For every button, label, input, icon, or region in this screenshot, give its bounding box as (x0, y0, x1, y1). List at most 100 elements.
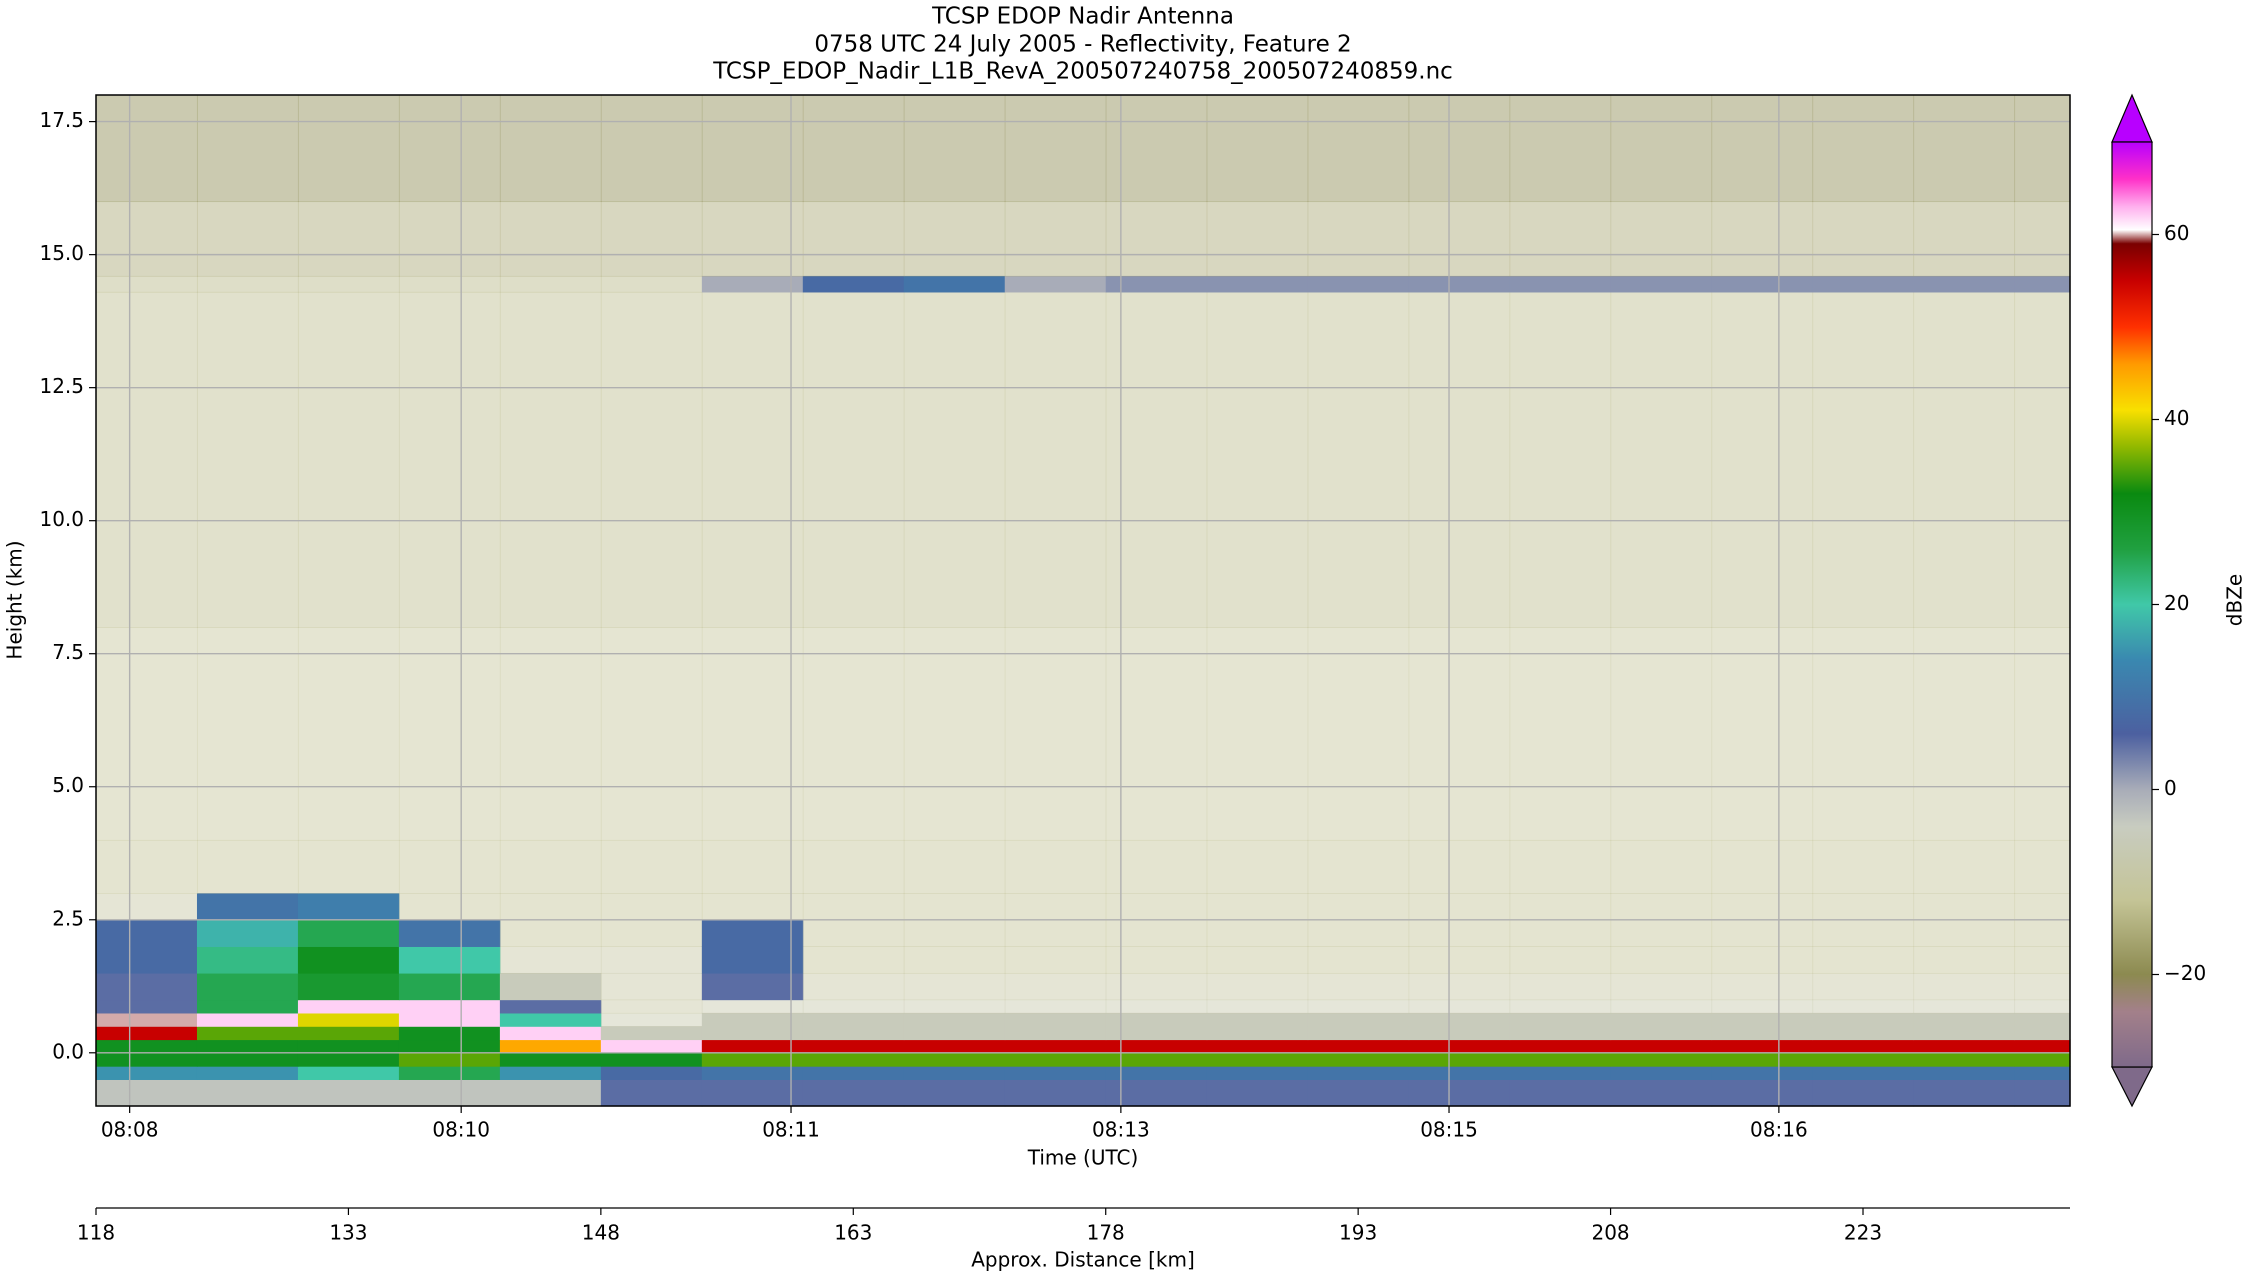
heatmap-cell (701, 201, 804, 277)
heatmap-cell (499, 839, 602, 894)
heatmap-cell (2014, 1052, 2071, 1067)
heatmap-cell (1711, 919, 1814, 947)
heatmap-cell (1812, 1052, 1915, 1067)
heatmap-cell (499, 627, 602, 841)
heatmap-cell (802, 627, 905, 841)
heatmap-cell (96, 1012, 198, 1027)
x2-tick-label: 133 (329, 1221, 367, 1245)
heatmap-cell (96, 919, 198, 947)
heatmap-cell (398, 201, 501, 277)
heatmap-cell (1610, 1026, 1713, 1041)
heatmap-cell (1610, 1079, 1713, 1107)
heatmap-cell (1206, 1039, 1309, 1054)
heatmap-cell (1812, 1026, 1915, 1041)
x-tick-label: 08:11 (762, 1118, 820, 1142)
heatmap-cell (2014, 999, 2071, 1014)
heatmap-cell (1105, 946, 1208, 974)
heatmap-cell (196, 946, 299, 974)
y-axis-label: Height (km) (3, 540, 27, 659)
heatmap-cell (1610, 893, 1713, 921)
heatmap-cell (1711, 839, 1814, 894)
heatmap-cell (701, 291, 804, 628)
heatmap-cell (196, 1039, 299, 1054)
heatmap-cell (1408, 627, 1511, 841)
heatmap-cell (903, 291, 1006, 628)
colorbar-extend-max (2111, 93, 2153, 143)
heatmap-cell (1812, 275, 1915, 293)
heatmap-cell (1105, 95, 1208, 203)
heatmap-cell (802, 1039, 905, 1054)
heatmap-cell (398, 946, 501, 974)
heatmap-cell (802, 839, 905, 894)
heatmap-cell (1105, 1079, 1208, 1107)
heatmap-cell (1509, 1012, 1612, 1027)
heatmap-cell (2014, 1026, 2071, 1041)
heatmap-cell (1610, 919, 1713, 947)
heatmap-cell (196, 1066, 299, 1080)
x2-axis-label: Approx. Distance [km] (971, 1248, 1195, 1272)
heatmap-cell (903, 275, 1006, 293)
heatmap-cell (499, 893, 602, 921)
heatmap-cell (1408, 972, 1511, 1001)
heatmap-cell (2014, 95, 2071, 203)
heatmap-cell (1307, 1066, 1410, 1080)
heatmap-cell (903, 1012, 1006, 1027)
heatmap-cell (1105, 1052, 1208, 1067)
heatmap-cell (1509, 1026, 1612, 1041)
heatmap-cell (398, 1066, 501, 1080)
heatmap-cell (1307, 1026, 1410, 1041)
heatmap-cell (1509, 275, 1612, 293)
x-axis-label: Time (UTC) (1027, 1146, 1139, 1170)
heatmap-cell (499, 1052, 602, 1067)
heatmap-cell (1408, 1079, 1511, 1107)
heatmap-cell (1913, 201, 2016, 277)
heatmap-cell (802, 275, 905, 293)
heatmap-cell (1206, 893, 1309, 921)
heatmap-cell (96, 1039, 198, 1054)
heatmap-cell (96, 291, 198, 628)
heatmap-cell (1307, 275, 1410, 293)
heatmap-cell (1509, 946, 1612, 974)
heatmap-cell (297, 1039, 400, 1054)
heatmap-cell (1206, 999, 1309, 1014)
heatmap-cell (903, 919, 1006, 947)
heatmap-cell (600, 946, 703, 974)
heatmap-cell (1913, 839, 2016, 894)
heatmap-cell (701, 627, 804, 841)
heatmap-cell (398, 1039, 501, 1054)
heatmap-cell (499, 1039, 602, 1054)
heatmap-cell (1812, 627, 1915, 841)
heatmap-cell (1105, 893, 1208, 921)
heatmap-cell (499, 1066, 602, 1080)
heatmap-cell (2014, 291, 2071, 628)
y-tick-label: 15.0 (39, 241, 84, 265)
heatmap-cell (196, 893, 299, 921)
heatmap-cell (1105, 291, 1208, 628)
x2-tick-label: 193 (1339, 1221, 1377, 1245)
heatmap-cell (600, 1052, 703, 1067)
heatmap-cell (1610, 1012, 1713, 1027)
heatmap-cell (1913, 972, 2016, 1001)
heatmap-cell (297, 291, 400, 628)
heatmap-cell (1913, 1066, 2016, 1080)
chart-subtitle: 0758 UTC 24 July 2005 - Reflectivity, Fe… (814, 32, 1351, 58)
heatmap-cell (1711, 1012, 1814, 1027)
heatmap-cell (1004, 946, 1107, 974)
heatmap-cell (2014, 1012, 2071, 1027)
heatmap-cell (1307, 946, 1410, 974)
heatmap-cell (1408, 1026, 1511, 1041)
heatmap-cell (1408, 95, 1511, 203)
x2-tick-label: 223 (1844, 1221, 1882, 1245)
heatmap-cell (1610, 999, 1713, 1014)
heatmap-cell (1913, 946, 2016, 974)
colorbar-extend-min (2111, 1066, 2153, 1108)
heatmap-cell (1105, 1066, 1208, 1080)
heatmap-cell (499, 972, 602, 1001)
heatmap-cell (297, 972, 400, 1001)
heatmap-cell (96, 946, 198, 974)
heatmap-cell (1913, 919, 2016, 947)
heatmap-cell (297, 999, 400, 1014)
heatmap-cell (903, 1079, 1006, 1107)
heatmap-cell (96, 275, 198, 293)
